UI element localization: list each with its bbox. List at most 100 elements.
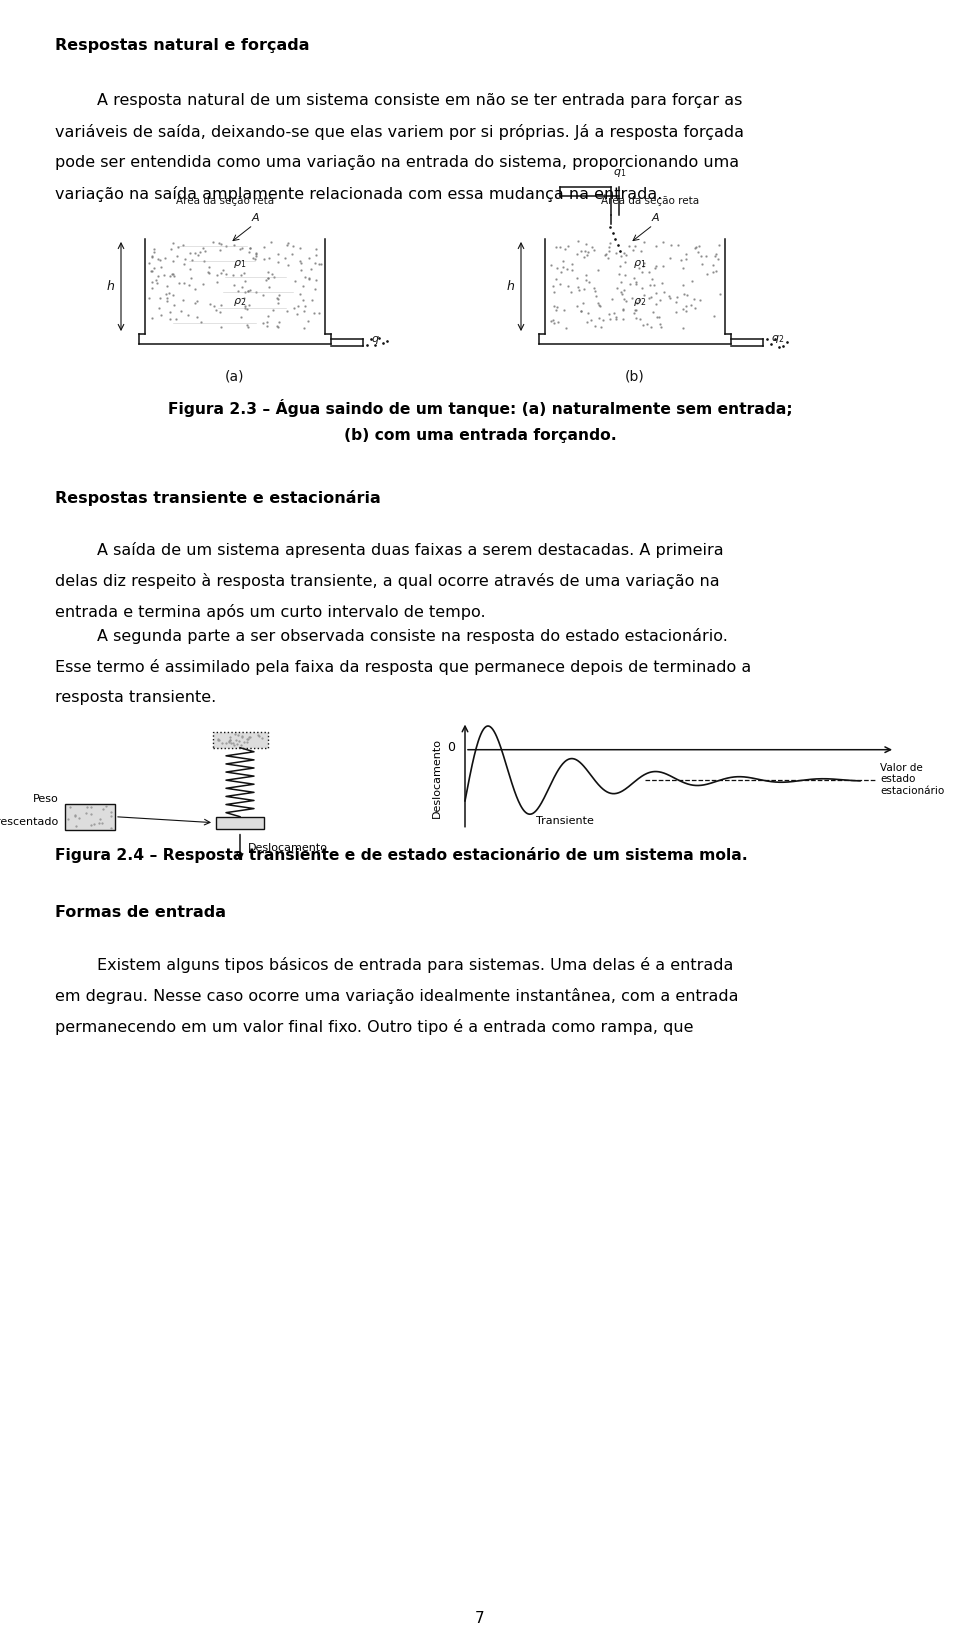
Text: Área da seção reta: Área da seção reta: [601, 194, 699, 206]
Point: [694, 250, 709, 277]
Point: [686, 285, 702, 311]
Point: [246, 246, 261, 272]
Point: [588, 282, 604, 308]
Text: Peso: Peso: [34, 794, 59, 804]
Point: [633, 307, 648, 333]
Text: (a): (a): [226, 369, 245, 382]
Point: [663, 232, 679, 259]
Point: [176, 232, 191, 259]
Point: [679, 241, 694, 267]
Text: Figura 2.3 – Água saindo de um tanque: (a) naturalmente sem entrada;: Figura 2.3 – Água saindo de um tanque: (…: [168, 399, 792, 417]
Point: [624, 285, 639, 311]
Point: [580, 239, 595, 265]
Point: [264, 229, 279, 255]
Text: em degrau. Nesse caso ocorre uma variação idealmente instantânea, com a entrada: em degrau. Nesse caso ocorre uma variaçã…: [55, 987, 738, 1004]
Point: [626, 265, 641, 292]
Point: [543, 308, 559, 335]
Point: [297, 315, 312, 341]
Point: [249, 279, 264, 305]
Point: [308, 236, 324, 262]
Point: [706, 303, 721, 330]
Point: [687, 295, 703, 321]
Point: [287, 269, 302, 295]
Point: [556, 247, 571, 274]
Point: [610, 275, 625, 302]
Point: [652, 303, 667, 330]
Text: Valor de
estado
estacionário: Valor de estado estacionário: [880, 763, 945, 796]
Point: [237, 279, 252, 305]
Point: [605, 287, 620, 313]
Bar: [216, 817, 264, 829]
Point: [569, 293, 585, 320]
Point: [145, 259, 160, 285]
Point: [158, 280, 174, 307]
Point: [212, 237, 228, 264]
Point: [202, 254, 217, 280]
Point: [295, 272, 310, 298]
Point: [240, 279, 255, 305]
Point: [608, 307, 623, 333]
Point: [569, 265, 585, 292]
Point: [215, 257, 230, 283]
Point: [678, 246, 693, 272]
Text: entrada e termina após um curto intervalo de tempo.: entrada e termina após um curto interval…: [55, 605, 486, 620]
Text: Esse termo é assimilado pela faixa da resposta que permanece depois de terminado: Esse termo é assimilado pela faixa da re…: [55, 659, 752, 674]
Point: [189, 303, 204, 330]
Text: h: h: [506, 280, 514, 293]
Point: [270, 241, 285, 267]
Point: [236, 260, 252, 287]
Point: [165, 229, 180, 255]
Point: [546, 279, 562, 305]
Point: [242, 236, 257, 262]
Text: Respostas natural e forçada: Respostas natural e forçada: [55, 38, 309, 53]
Point: [311, 300, 326, 326]
Point: [183, 265, 199, 292]
Text: Existem alguns tipos básicos de entrada para sistemas. Uma delas é a entrada: Existem alguns tipos básicos de entrada …: [97, 957, 733, 972]
Point: [630, 290, 645, 316]
Point: [208, 297, 224, 323]
Point: [592, 293, 608, 320]
Point: [157, 246, 173, 272]
Point: [286, 295, 301, 321]
Point: [298, 264, 313, 290]
Point: [159, 285, 175, 311]
Point: [301, 246, 317, 272]
Point: [708, 259, 724, 285]
Point: [234, 234, 250, 260]
Point: [622, 270, 637, 297]
Point: [260, 303, 276, 330]
Point: [236, 285, 252, 311]
Point: [196, 270, 211, 297]
Point: [145, 305, 160, 331]
Point: [543, 252, 559, 279]
Point: [614, 305, 630, 331]
Point: [239, 295, 254, 321]
Point: [588, 313, 603, 339]
Point: [626, 237, 641, 264]
Text: h: h: [107, 280, 114, 293]
Text: A segunda parte a ser observada consiste na resposta do estado estacionário.: A segunda parte a ser observada consiste…: [97, 628, 728, 644]
Point: [558, 315, 573, 341]
Point: [579, 308, 594, 335]
Point: [285, 232, 300, 259]
Point: [261, 274, 276, 300]
Point: [561, 232, 576, 259]
Text: Deslocamento: Deslocamento: [432, 738, 442, 817]
Point: [564, 257, 580, 283]
Point: [146, 239, 161, 265]
Point: [668, 288, 684, 315]
Point: [548, 234, 564, 260]
Point: [675, 272, 690, 298]
Point: [145, 275, 160, 302]
Point: [670, 232, 685, 259]
Point: [587, 237, 602, 264]
Point: [643, 313, 659, 339]
Point: [643, 272, 659, 298]
Point: [661, 246, 677, 272]
Point: [206, 292, 222, 318]
Text: Formas de entrada: Formas de entrada: [55, 905, 226, 920]
Point: [301, 265, 317, 292]
Point: [641, 259, 657, 285]
Point: [710, 246, 726, 272]
Point: [308, 241, 324, 267]
